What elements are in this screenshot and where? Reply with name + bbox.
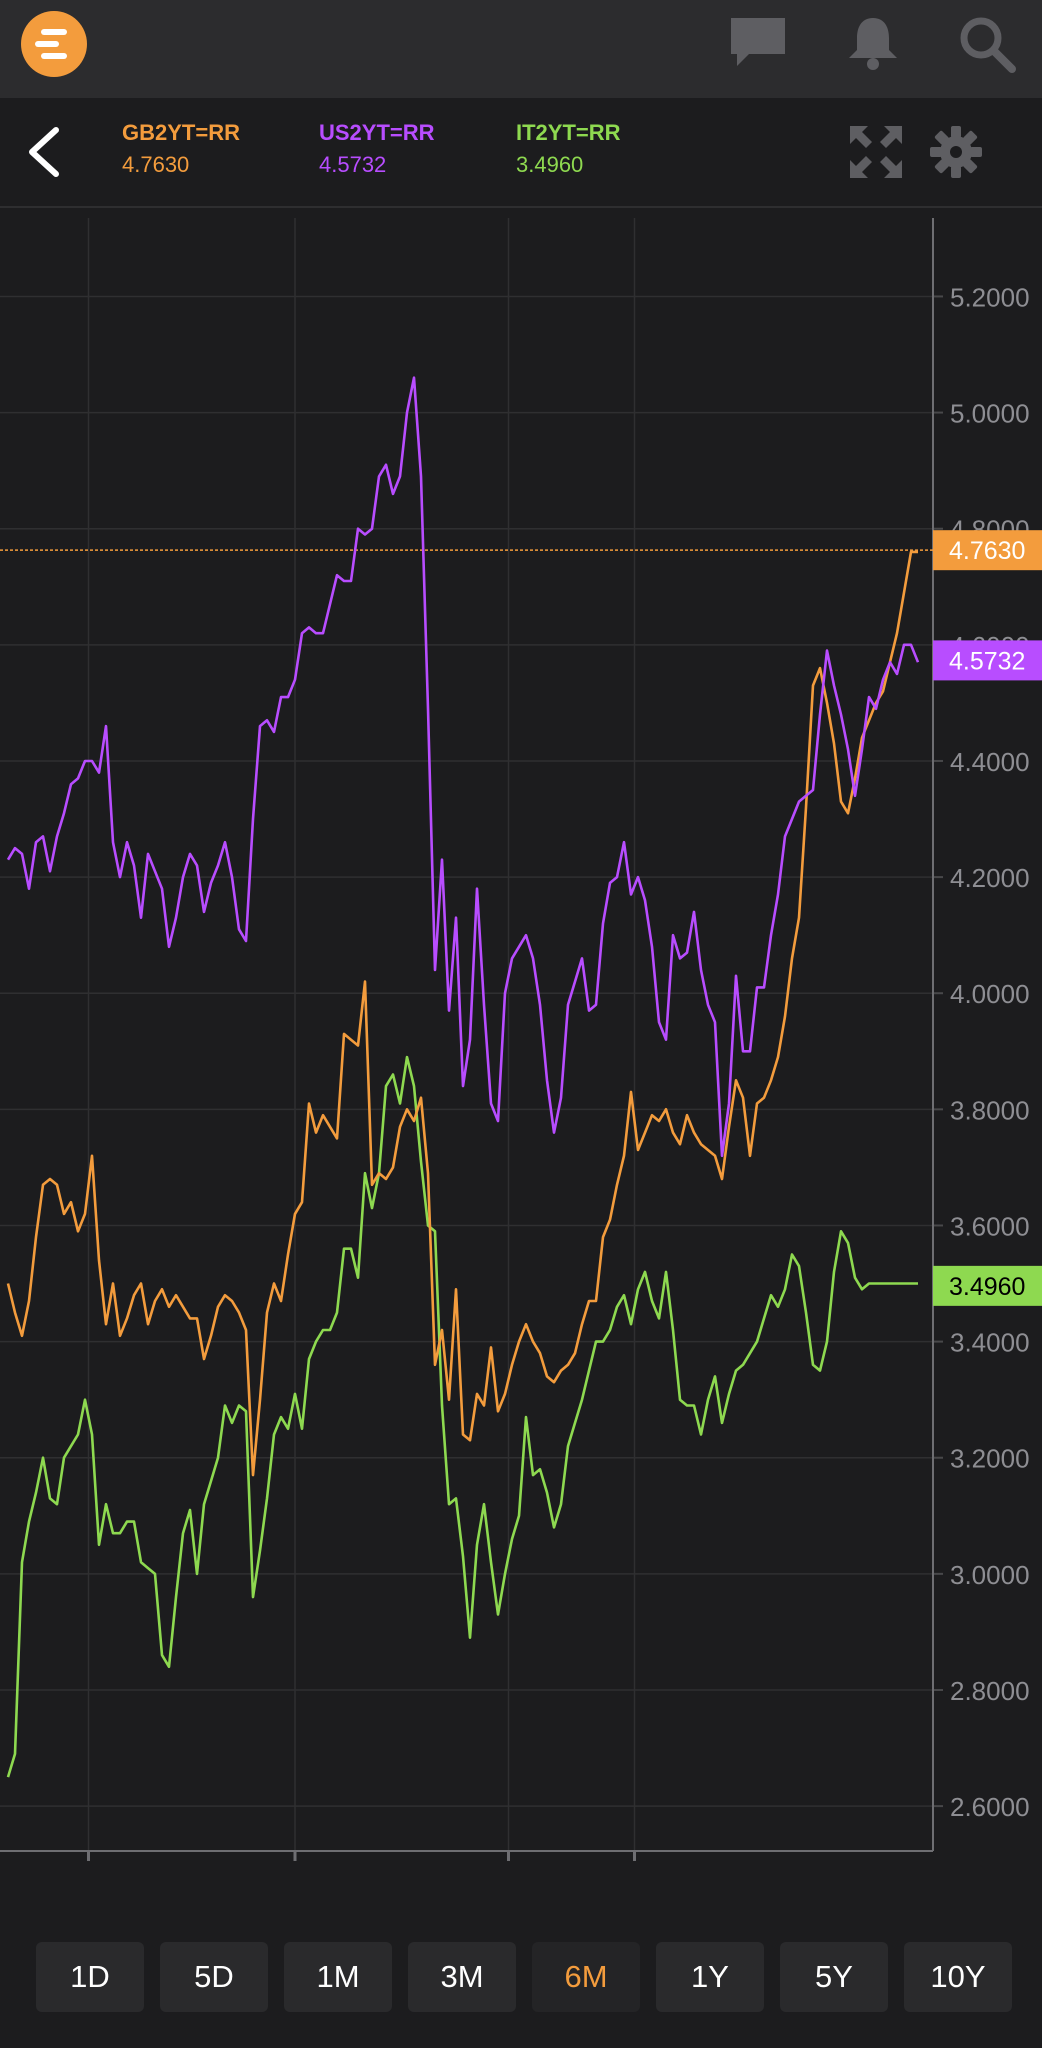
top-bar: [0, 0, 1042, 98]
search-icon: [960, 17, 1016, 73]
range-button-3m[interactable]: 3M: [408, 1942, 516, 2012]
menu-icon: [35, 29, 67, 59]
instrument-symbol: US2YT=RR: [319, 120, 435, 145]
instrument-header: GB2YT=RR 4.7630 US2YT=RR 4.5732 IT2YT=RR…: [0, 98, 1042, 208]
range-button-5d[interactable]: 5D: [160, 1942, 268, 2012]
gear-icon: [930, 126, 982, 178]
last-value-badge: [933, 530, 1042, 571]
range-button-5y[interactable]: 5Y: [780, 1942, 888, 2012]
y-tick-label: 2.8000: [950, 1676, 1030, 1706]
back-button[interactable]: [20, 122, 72, 182]
x-tick-label: Mar: [273, 1867, 318, 1868]
search-button[interactable]: [955, 12, 1019, 76]
instrument-value: 4.7630: [122, 152, 190, 177]
expand-button[interactable]: [848, 124, 904, 180]
yield-chart[interactable]: 2.6000 2.8000 3.0000 3.2000 3.4000 3.6000 3.80…: [0, 208, 1042, 1868]
x-tick-label: 6: [627, 1867, 641, 1868]
series-line-gb2ytrr[interactable]: [6, 550, 918, 1477]
y-tick-label: 3.6000: [950, 1211, 1030, 1241]
x-tick-label: May: [484, 1867, 533, 1868]
menu-button[interactable]: [21, 11, 87, 77]
range-button-1d[interactable]: 1D: [36, 1942, 144, 2012]
y-tick-label: 2.6000: [950, 1792, 1030, 1822]
y-tick-label: 5.0000: [950, 399, 1030, 429]
chat-bubble-icon: [731, 18, 785, 66]
instrument-gb2yt[interactable]: GB2YT=RR 4.7630: [122, 120, 240, 178]
settings-button[interactable]: [928, 124, 984, 180]
chevron-left-icon: [29, 127, 59, 177]
last-value-label: 4.5732: [949, 647, 1025, 675]
notifications-button[interactable]: [841, 12, 905, 76]
last-value-badge: [933, 1265, 1042, 1306]
range-button-1m[interactable]: 1M: [284, 1942, 392, 2012]
range-selector: 1D 5D 1M 3M 6M 1Y 5Y 10Y: [0, 1930, 1042, 2020]
last-value-label: 3.4960: [949, 1273, 1025, 1301]
range-button-10y[interactable]: 10Y: [904, 1942, 1012, 2012]
chat-button[interactable]: [727, 12, 791, 76]
instrument-it2yt[interactable]: IT2YT=RR 3.4960: [516, 120, 621, 178]
y-tick-label: 3.0000: [950, 1560, 1030, 1590]
y-tick-label: 4.4000: [950, 747, 1030, 777]
y-tick-label: 3.4000: [950, 1328, 1030, 1358]
instrument-value: 3.4960: [516, 152, 584, 177]
y-tick-label: 3.8000: [950, 1095, 1030, 1125]
last-value-label: 4.7630: [949, 537, 1025, 565]
last-value-badge: [933, 640, 1042, 681]
instrument-us2yt[interactable]: US2YT=RR 4.5732: [319, 120, 435, 178]
series-line-us2ytrr[interactable]: [6, 376, 920, 1158]
chart-svg[interactable]: 2.6000 2.8000 3.0000 3.2000 3.4000 3.6000 3.80…: [0, 208, 1042, 1868]
range-button-1y[interactable]: 1Y: [656, 1942, 764, 2012]
x-tick-label: 2023: [60, 1867, 118, 1868]
y-tick-label: 3.2000: [950, 1444, 1030, 1474]
instrument-symbol: GB2YT=RR: [122, 120, 240, 145]
series-line-it2ytrr[interactable]: [6, 1055, 918, 1778]
range-button-6m[interactable]: 6M: [532, 1942, 640, 2012]
y-tick-label: 4.2000: [950, 863, 1030, 893]
instrument-symbol: IT2YT=RR: [516, 120, 621, 145]
y-tick-label: 5.2000: [950, 282, 1030, 312]
instrument-value: 4.5732: [319, 152, 387, 177]
y-tick-label: 4.0000: [950, 979, 1030, 1009]
expand-icon: [850, 126, 902, 178]
bell-icon: [849, 18, 897, 70]
